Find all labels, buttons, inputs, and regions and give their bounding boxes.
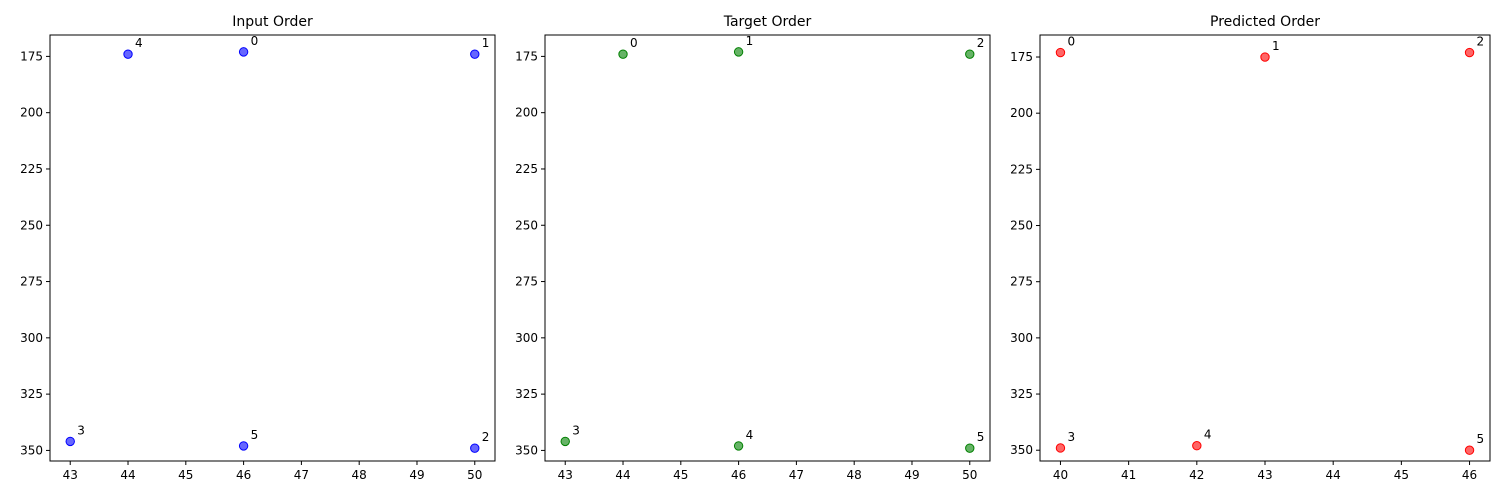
y-tick-label: 175	[1010, 50, 1033, 64]
scatter-point	[1464, 47, 1475, 58]
point-label: 3	[572, 423, 580, 437]
y-tick-label: 250	[20, 218, 43, 232]
point-label: 2	[482, 430, 490, 444]
axes-frame	[49, 34, 496, 462]
x-tick-label: 44	[1326, 468, 1341, 482]
y-tick-label: 275	[20, 275, 43, 289]
y-tick-label: 350	[20, 443, 43, 457]
y-tick-label: 350	[515, 443, 538, 457]
y-tick-label: 175	[515, 49, 538, 63]
x-tick-label: 48	[352, 468, 367, 482]
x-tick-label: 50	[467, 468, 482, 482]
y-tick-label: 225	[20, 162, 43, 176]
y-tick-label: 325	[20, 387, 43, 401]
scatter-point	[470, 443, 480, 453]
x-tick-label: 42	[1189, 468, 1204, 482]
scatter-point	[1192, 441, 1202, 451]
scatter-point	[1260, 52, 1270, 62]
point-label: 4	[1204, 428, 1212, 442]
point-label: 1	[1272, 39, 1280, 53]
scatter-point	[733, 47, 744, 57]
x-tick-label: 46	[731, 468, 746, 482]
panel-title: Predicted Order	[1210, 14, 1320, 30]
y-tick-label: 325	[515, 387, 538, 401]
panel-title: Target Order	[723, 14, 812, 30]
scatter-point	[1055, 47, 1066, 58]
scatter-point	[65, 436, 75, 447]
scatter-point	[238, 47, 249, 57]
y-tick-label: 250	[1010, 219, 1033, 233]
predicted-order-panel: Predicted Order 40 41 42 43 44 45 461752002252…	[1010, 14, 1491, 482]
y-tick-label: 300	[515, 331, 538, 345]
y-tick-label: 225	[1010, 162, 1033, 176]
y-tick-label: 325	[1010, 387, 1033, 401]
panel-title: Input Order	[232, 14, 313, 30]
point-label: 1	[746, 34, 754, 48]
y-tick-label: 275	[515, 275, 538, 289]
x-tick-label: 45	[673, 468, 688, 482]
scatter-point	[733, 441, 744, 451]
axes-frame	[1039, 34, 1491, 462]
x-tick-label: 47	[789, 468, 804, 482]
y-tick-label: 275	[1010, 275, 1033, 289]
x-tick-label: 49	[904, 468, 919, 482]
scatter-point	[965, 443, 975, 453]
point-label: 0	[1067, 35, 1075, 49]
target-order-panel: Target Order 43 44 45 46 47 48 49 5017520022525…	[515, 14, 991, 482]
point-label: 3	[77, 423, 85, 437]
y-tick-label: 200	[1010, 106, 1033, 120]
point-label: 4	[746, 428, 754, 442]
scatter-point	[1055, 443, 1066, 453]
input-order-panel: Input Order 43 44 45 46 47 48 49 50175200225250…	[20, 14, 496, 482]
point-label: 5	[251, 428, 259, 442]
x-tick-label: 46	[1462, 468, 1477, 482]
y-tick-label: 300	[1010, 331, 1033, 345]
x-tick-label: 48	[847, 468, 862, 482]
y-tick-label: 175	[20, 49, 43, 63]
x-tick-label: 50	[962, 468, 977, 482]
x-tick-label: 43	[1257, 468, 1272, 482]
x-tick-label: 49	[409, 468, 424, 482]
scatter-point	[123, 49, 133, 59]
axes-frame	[544, 34, 991, 462]
x-tick-label: 47	[294, 468, 309, 482]
y-tick-label: 200	[20, 106, 43, 120]
point-label: 3	[1067, 430, 1075, 444]
scatter-point	[560, 436, 570, 447]
point-label: 4	[135, 36, 143, 50]
point-label: 2	[1477, 35, 1485, 49]
y-tick-label: 300	[20, 331, 43, 345]
point-label: 2	[977, 36, 985, 50]
point-label: 5	[977, 430, 985, 444]
point-label: 0	[251, 34, 259, 48]
point-label: 5	[1477, 432, 1485, 446]
y-tick-label: 250	[515, 218, 538, 232]
x-tick-label: 44	[615, 468, 630, 482]
x-tick-label: 44	[120, 468, 135, 482]
point-label: 1	[482, 36, 490, 50]
point-label: 0	[630, 36, 638, 50]
x-tick-label: 41	[1121, 468, 1136, 482]
scatter-point	[965, 49, 975, 59]
scatter-point	[618, 49, 628, 59]
scatter-point	[238, 441, 249, 451]
y-tick-label: 225	[515, 162, 538, 176]
x-tick-label: 45	[178, 468, 193, 482]
x-tick-label: 43	[63, 468, 78, 482]
y-tick-label: 200	[515, 106, 538, 120]
scatter-point	[1464, 445, 1475, 455]
x-tick-label: 46	[236, 468, 251, 482]
scatter-point	[470, 49, 480, 59]
y-tick-label: 350	[1010, 443, 1033, 457]
x-tick-label: 40	[1053, 468, 1068, 482]
x-tick-label: 43	[558, 468, 573, 482]
x-tick-label: 45	[1394, 468, 1409, 482]
